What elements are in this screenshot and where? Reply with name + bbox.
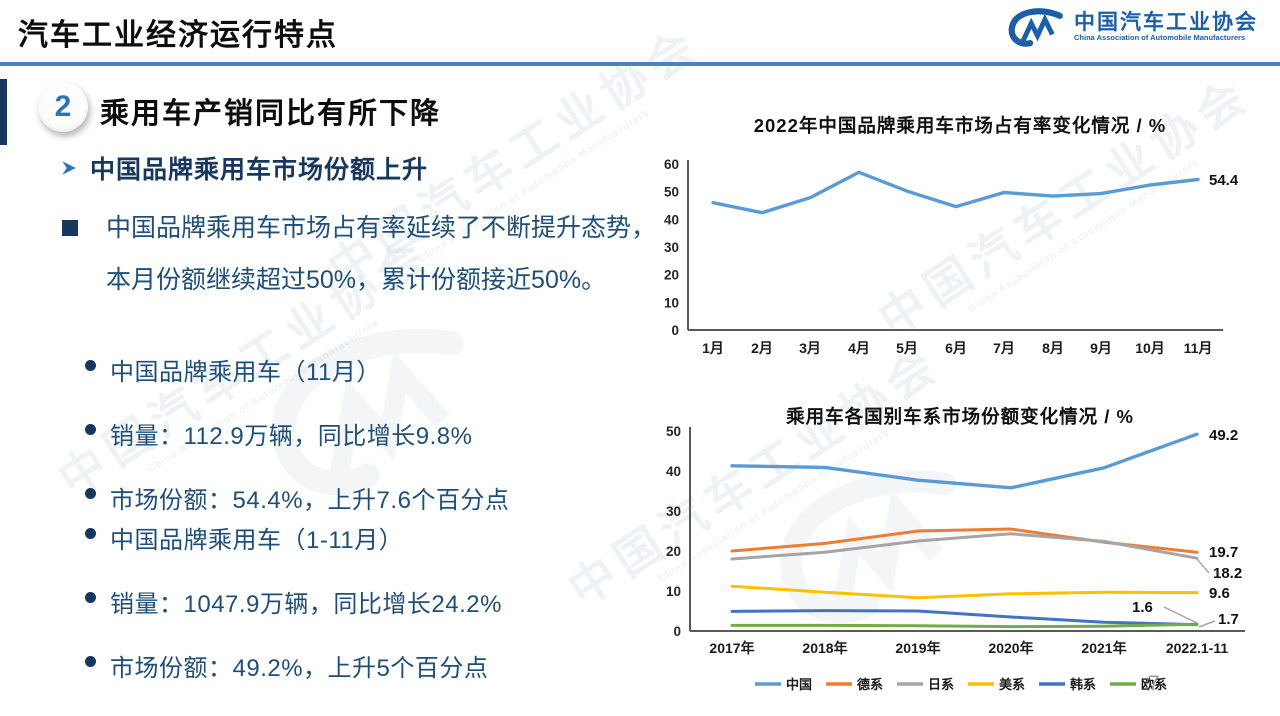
svg-text:日系: 日系: [928, 677, 954, 692]
caam-logo-swoosh-icon: [1008, 8, 1063, 47]
dot-bullet-icon: [85, 488, 96, 499]
svg-text:2月: 2月: [751, 340, 773, 356]
dot-bullet-icon: [85, 424, 96, 435]
page-title: 汽车工业经济运行特点: [18, 19, 338, 52]
svg-text:20: 20: [666, 544, 681, 559]
svg-text:7月: 7月: [993, 340, 1015, 356]
svg-text:韩系: 韩系: [1070, 677, 1096, 692]
bullet-group-cumulative: 中国品牌乘用车（1-11月） 销量：1047.9万辆，同比增长24.2% 市场份…: [85, 520, 502, 712]
svg-text:中国: 中国: [786, 677, 812, 692]
dot-bullet-icon: [85, 656, 96, 667]
dot-bullet-icon: [85, 528, 96, 539]
svg-text:40: 40: [666, 464, 681, 479]
svg-text:1.7: 1.7: [1218, 611, 1239, 628]
svg-text:欧系: 欧系: [1141, 677, 1167, 692]
svg-text:30: 30: [666, 504, 681, 519]
logo-name-cn: 中国汽车工业协会: [1074, 11, 1258, 35]
svg-text:2020年: 2020年: [988, 640, 1033, 656]
svg-text:10: 10: [666, 584, 681, 599]
section-number-badge: 2: [38, 82, 88, 132]
svg-text:美系: 美系: [999, 677, 1025, 692]
list-item: 中国品牌乘用车（1-11月）: [85, 520, 502, 555]
svg-text:0: 0: [673, 624, 681, 639]
chart-share-by-country: 0 10 20 30 40 50 2017年 2018年 2019年 2020年 2021年 2022…: [666, 424, 1245, 692]
svg-text:德系: 德系: [857, 677, 883, 692]
svg-text:2021年: 2021年: [1081, 640, 1126, 656]
subheading-row: 中国品牌乘用车市场份额上升: [60, 150, 428, 186]
arrow-bullet-icon: [62, 161, 76, 175]
svg-text:50: 50: [666, 424, 681, 439]
list-item: 销量：112.9万辆，同比增长9.8%: [85, 416, 509, 451]
chart-market-share-monthly: 0 10 20 30 40 50 60 1月 2月 3月 4月 5月 6月 7月 8月 9月 10月 11月 54.…: [664, 157, 1239, 356]
dot-bullet-icon: [85, 360, 96, 371]
chart2-title: 乘用车各国别车系市场份额变化情况 / %: [786, 406, 1134, 427]
page-number: 7: [1148, 672, 1160, 695]
svg-text:2019年: 2019年: [895, 640, 940, 656]
svg-text:11月: 11月: [1184, 340, 1213, 356]
list-item: 中国品牌乘用车（11月）: [85, 352, 509, 387]
caam-logo: 中国汽车工业协会 China Association of Automobile…: [1004, 6, 1258, 48]
svg-text:2022.1-11: 2022.1-11: [1166, 640, 1228, 656]
list-item: 市场份额：49.2%，上升5个百分点: [85, 648, 502, 683]
svg-text:0: 0: [671, 323, 679, 338]
svg-text:4月: 4月: [848, 340, 870, 356]
svg-text:9月: 9月: [1090, 340, 1112, 356]
logo-name-en: China Association of Automobile Manufact…: [1074, 33, 1246, 43]
summary-paragraph: 中国品牌乘用车市场占有率延续了不断提升态势，本月份额继续超过50%，累计份额接近…: [62, 202, 662, 306]
square-bullet-icon: [62, 220, 78, 236]
chart1-title: 2022年中国品牌乘用车市场占有率变化情况 / %: [753, 115, 1167, 136]
svg-text:49.2: 49.2: [1209, 427, 1238, 444]
svg-text:10月: 10月: [1135, 340, 1165, 356]
dot-bullet-icon: [85, 592, 96, 603]
svg-text:1月: 1月: [702, 340, 724, 356]
svg-text:3月: 3月: [799, 340, 821, 356]
svg-text:60: 60: [664, 157, 679, 172]
section-heading: 乘用车产销同比有所下降: [100, 98, 442, 130]
svg-text:10: 10: [664, 295, 679, 310]
list-item: 市场份额：54.4%，上升7.6个百分点: [85, 480, 509, 515]
subheading-text: 中国品牌乘用车市场份额上升: [90, 156, 429, 184]
svg-text:9.6: 9.6: [1209, 585, 1230, 602]
svg-text:20: 20: [664, 268, 679, 283]
list-item: 销量：1047.9万辆，同比增长24.2%: [85, 584, 502, 619]
svg-text:5月: 5月: [896, 340, 918, 356]
svg-text:30: 30: [664, 240, 679, 255]
svg-text:19.7: 19.7: [1209, 544, 1238, 561]
caam-logo-text: 中国汽车工业协会 China Association of Automobile…: [1074, 11, 1258, 42]
svg-text:50: 50: [664, 185, 679, 200]
header-divider: [0, 62, 1280, 66]
bullet-group-month: 中国品牌乘用车（11月） 销量：112.9万辆，同比增长9.8% 市场份额：54…: [85, 352, 509, 544]
svg-text:8月: 8月: [1042, 340, 1064, 356]
svg-text:18.2: 18.2: [1213, 565, 1242, 582]
accent-bar: [0, 79, 7, 145]
svg-text:40: 40: [664, 212, 679, 227]
svg-text:54.4: 54.4: [1209, 172, 1239, 189]
svg-text:2018年: 2018年: [802, 640, 847, 656]
summary-paragraph-text: 中国品牌乘用车市场占有率延续了不断提升态势，本月份额继续超过50%，累计份额接近…: [106, 214, 657, 294]
svg-text:6月: 6月: [945, 340, 967, 356]
svg-text:2017年: 2017年: [709, 640, 754, 656]
svg-text:1.6: 1.6: [1132, 599, 1153, 616]
